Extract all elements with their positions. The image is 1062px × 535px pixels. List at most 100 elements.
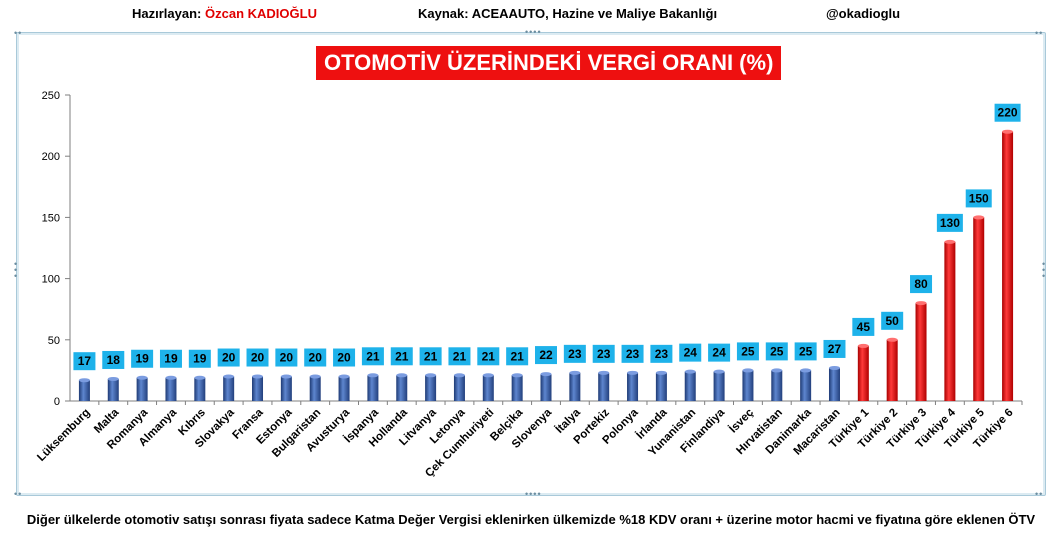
category-label: Lüksemburg [35, 407, 92, 464]
data-label-box [304, 348, 327, 367]
resize-handle-bottom[interactable]: •••• [525, 489, 542, 499]
data-label-box [852, 317, 875, 336]
data-label: 45 [857, 320, 871, 334]
corner-handle-br[interactable]: •• [1035, 489, 1044, 499]
resize-handle-right[interactable]: • • • [1042, 259, 1047, 281]
bar[interactable] [655, 372, 667, 401]
prepared-by: Hazırlayan: Özcan KADIOĞLU [132, 6, 317, 21]
bar-cap [1002, 129, 1014, 134]
bar-cap [973, 215, 985, 220]
data-label-box [535, 346, 557, 365]
bar-cap [540, 372, 552, 377]
bar-cap [569, 370, 581, 375]
data-label: 20 [337, 351, 351, 365]
corner-handle-bl[interactable]: •• [14, 489, 23, 499]
y-tick-label: 200 [42, 151, 60, 163]
bar[interactable] [684, 371, 696, 401]
bar-cap [886, 337, 898, 342]
bar[interactable] [165, 377, 177, 401]
bar-highlight[interactable] [857, 345, 869, 401]
data-label: 21 [510, 349, 524, 363]
bar-cap [915, 301, 927, 306]
data-label: 23 [568, 347, 582, 361]
bar-highlight[interactable] [973, 217, 985, 401]
data-label-box [390, 347, 413, 366]
bar[interactable] [453, 375, 465, 401]
data-label: 19 [135, 352, 149, 366]
data-label-box [592, 344, 615, 363]
bar-cap [165, 375, 177, 380]
twitter-handle[interactable]: @okadioglu [826, 6, 901, 21]
resize-handle-top[interactable]: •••• [525, 27, 542, 37]
bar-cap [223, 374, 235, 379]
bar-highlight[interactable] [944, 241, 956, 401]
bar[interactable] [223, 376, 235, 401]
bar-highlight[interactable] [915, 303, 927, 401]
corner-handle-tl[interactable]: •• [14, 28, 23, 38]
bar[interactable] [511, 375, 523, 401]
bar[interactable] [569, 372, 581, 401]
bar[interactable] [771, 370, 783, 401]
data-label: 18 [107, 353, 121, 367]
author-name: Özcan KADIOĞLU [205, 6, 317, 21]
bar[interactable] [309, 376, 321, 401]
y-tick-label: 250 [42, 90, 60, 102]
bar[interactable] [280, 376, 292, 401]
data-label: 17 [78, 354, 92, 368]
bar[interactable] [252, 376, 264, 401]
bar[interactable] [338, 376, 350, 401]
bar[interactable] [713, 371, 725, 401]
data-label: 25 [799, 344, 813, 358]
data-label-box [246, 348, 269, 367]
bar[interactable] [367, 375, 379, 401]
data-label-box [217, 348, 240, 367]
data-label-box [765, 342, 788, 361]
data-label-box [131, 349, 154, 368]
data-label-box [448, 347, 471, 366]
bar[interactable] [78, 380, 90, 401]
data-label: 23 [626, 347, 640, 361]
bar-cap [280, 374, 292, 379]
data-label: 21 [424, 349, 438, 363]
data-label: 19 [193, 352, 207, 366]
corner-handle-tr[interactable]: •• [1035, 28, 1044, 38]
bar[interactable] [598, 372, 610, 401]
bar[interactable] [107, 378, 119, 401]
chart-frame[interactable]: •••• •••• • • • • • • •• •• •• •• [14, 27, 1047, 499]
bar-cap [78, 378, 90, 383]
data-label: 19 [164, 352, 178, 366]
bar[interactable] [800, 370, 812, 401]
bar-cap [252, 374, 264, 379]
bar[interactable] [194, 377, 206, 401]
data-label-box [650, 344, 673, 363]
bar-cap [396, 373, 408, 378]
bar[interactable] [425, 375, 437, 401]
data-label: 21 [395, 349, 409, 363]
data-label-box [881, 311, 904, 330]
bar-cap [309, 374, 321, 379]
bar[interactable] [396, 375, 408, 401]
data-label: 21 [366, 349, 380, 363]
footer-note: Diğer ülkelerde otomotiv satışı sonrası … [26, 512, 1036, 527]
data-label: 23 [655, 347, 669, 361]
chart-title: OTOMOTİV ÜZERİNDEKİ VERGİ ORANI (%) [316, 46, 782, 80]
prepared-label: Hazırlayan: [132, 6, 202, 21]
bar[interactable] [540, 374, 552, 401]
data-label: 50 [886, 314, 900, 328]
data-label-box [159, 349, 182, 368]
data-label: 22 [539, 348, 553, 362]
data-label-box [910, 275, 933, 294]
bar-highlight[interactable] [1002, 131, 1014, 401]
bar[interactable] [627, 372, 639, 401]
bar-highlight[interactable] [886, 339, 898, 401]
bar[interactable] [742, 370, 754, 401]
data-label: 20 [309, 351, 323, 365]
resize-handle-left[interactable]: • • • [14, 259, 19, 281]
bar[interactable] [482, 375, 494, 401]
data-label-box [275, 348, 298, 367]
bar[interactable] [136, 377, 148, 401]
data-label: 25 [741, 344, 755, 358]
bar[interactable] [828, 367, 840, 401]
bar-cap [684, 369, 696, 374]
